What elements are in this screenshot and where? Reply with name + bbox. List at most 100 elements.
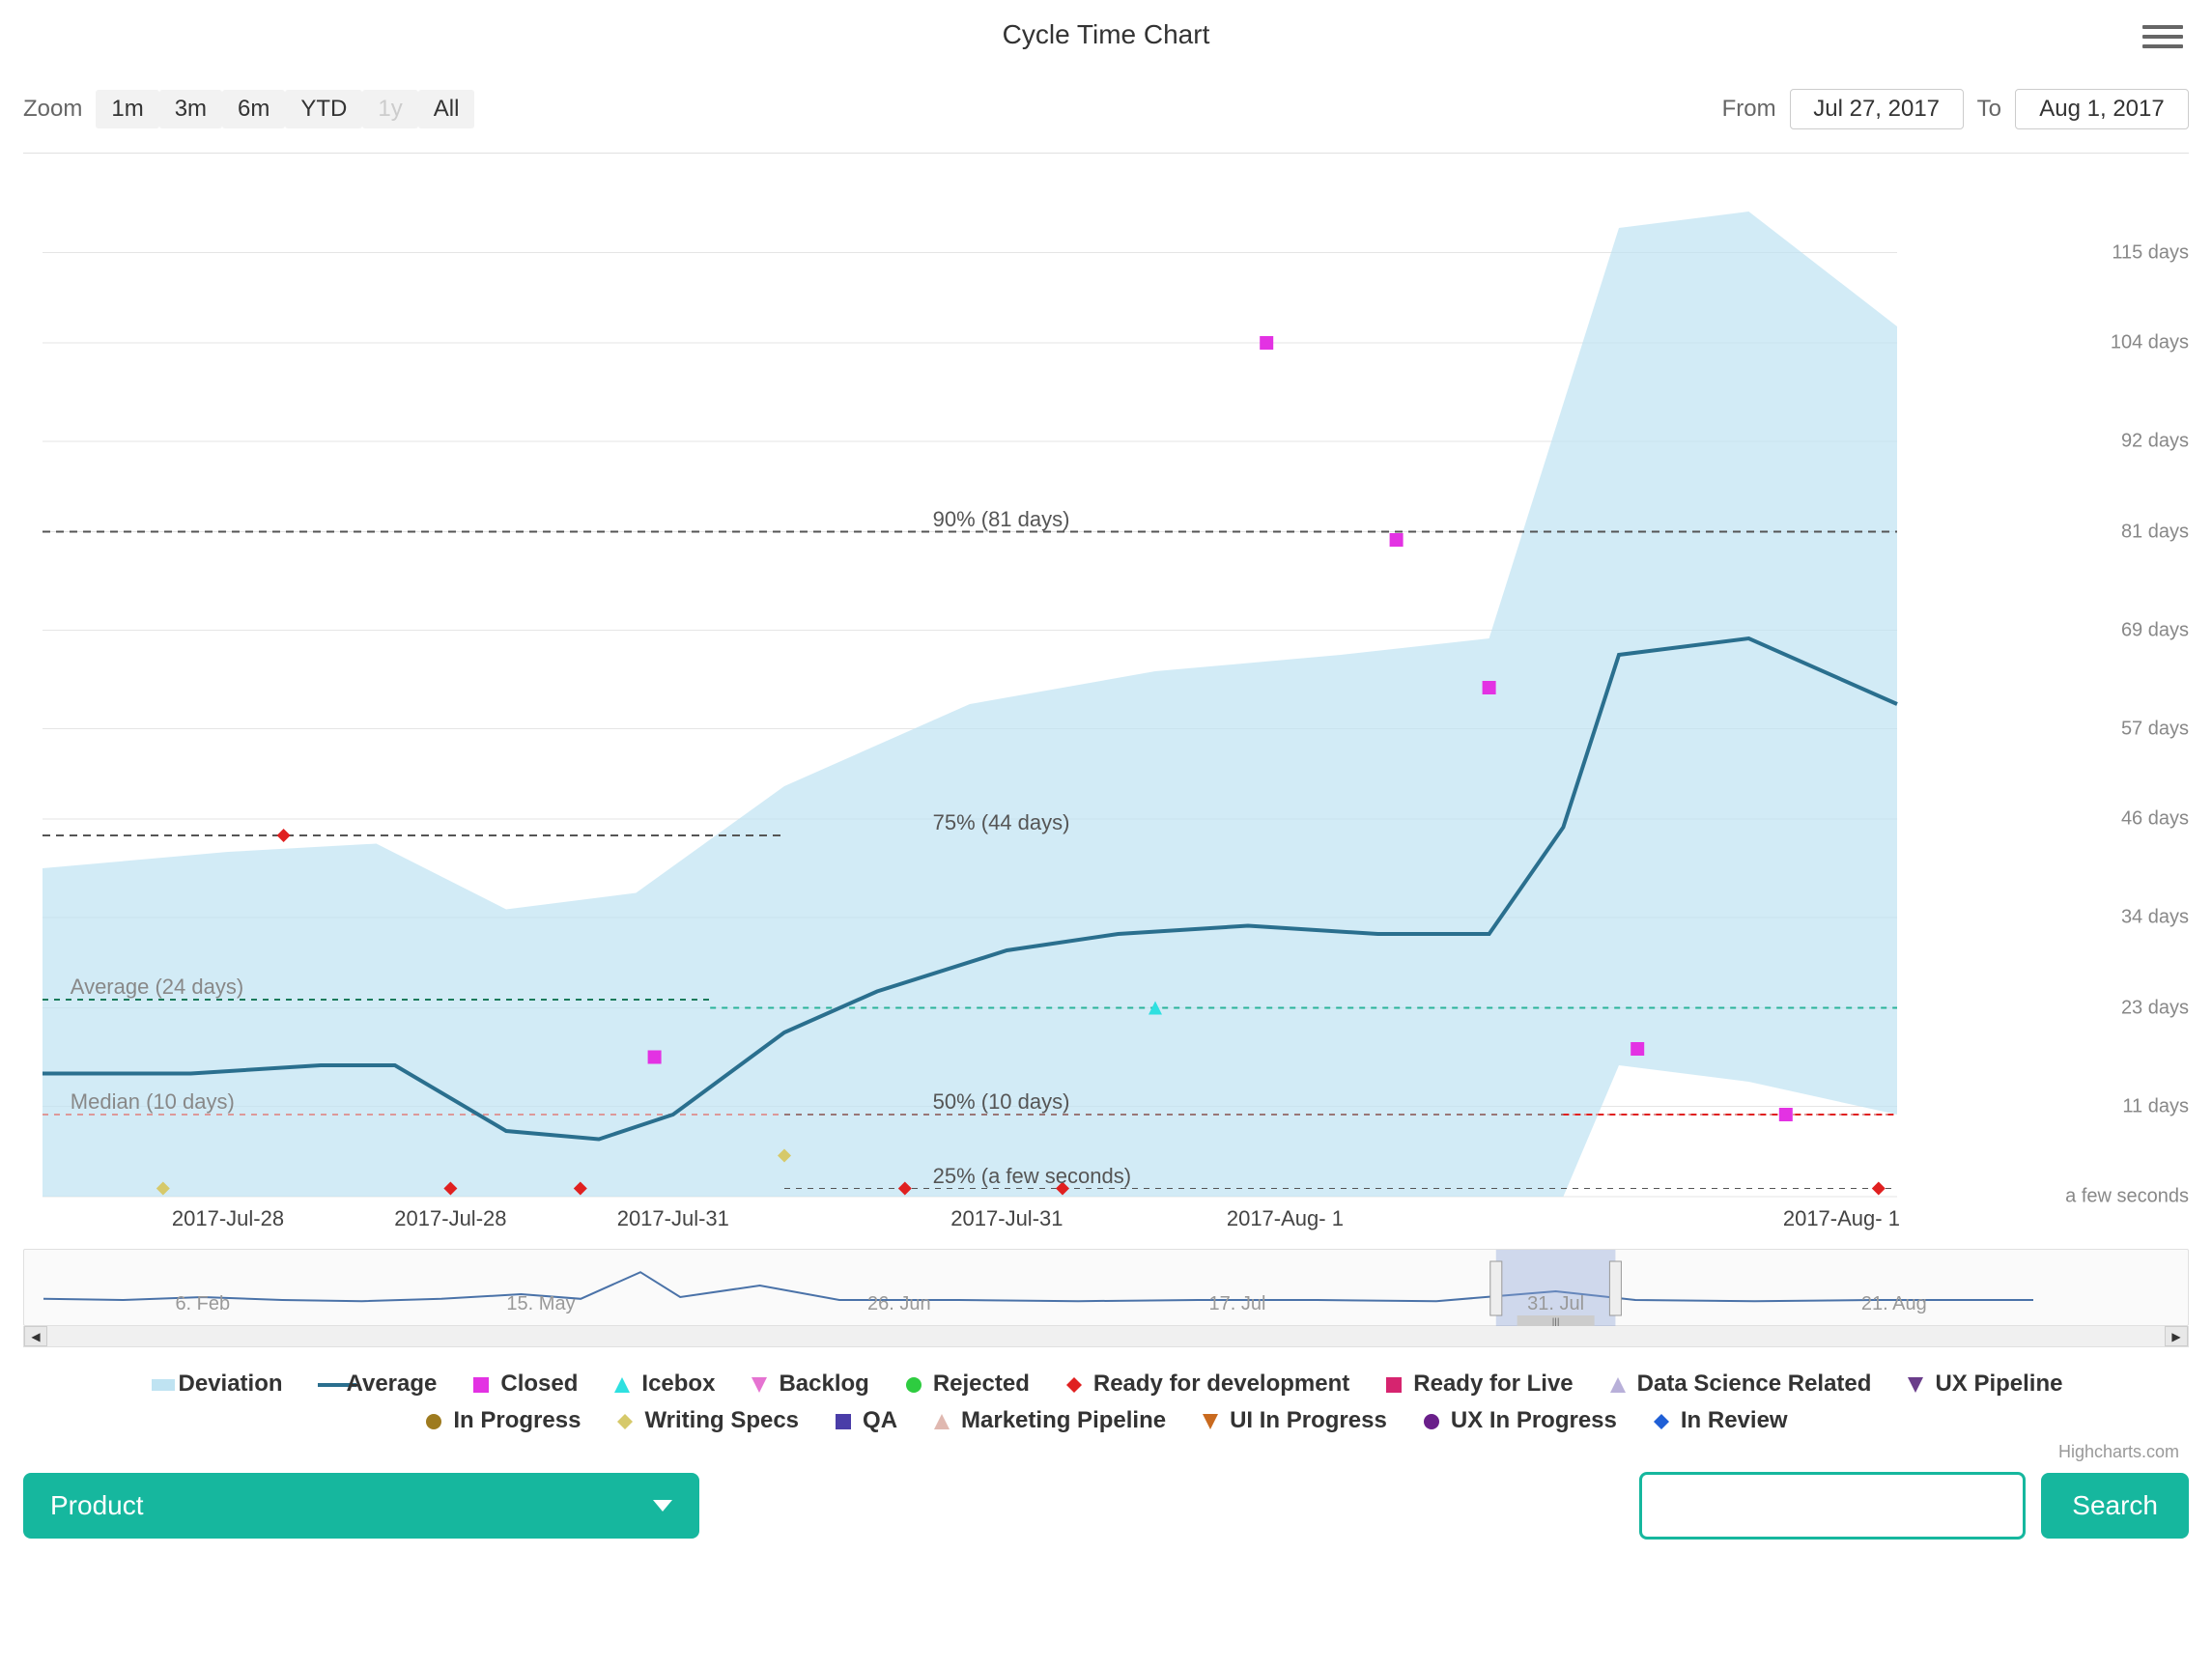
legend-marker [1384,1374,1404,1394]
legend-marker [750,1374,769,1394]
legend-item-backlog[interactable]: Backlog [750,1370,868,1398]
reference-line-label: 75% (44 days) [933,810,1070,835]
from-date-input[interactable]: Jul 27, 2017 [1790,89,1964,129]
chart-credit[interactable]: Highcharts.com [23,1442,2189,1462]
legend-label: UX In Progress [1451,1407,1617,1434]
legend-item-average[interactable]: Average [318,1370,438,1398]
main-chart[interactable]: a few seconds 11 days 23 days 34 days 46 day… [23,183,2189,1226]
legend-marker [612,1374,632,1394]
legend-label: Marketing Pipeline [961,1407,1166,1434]
legend-item-writing-specs[interactable]: Writing Specs [615,1407,799,1434]
legend-item-qa[interactable]: QA [834,1407,897,1434]
legend-item-in-review[interactable]: In Review [1652,1407,1788,1434]
reference-line-label: Median (10 days) [71,1089,235,1115]
legend: Deviation Average Closed Icebox Backlog Rejec… [23,1370,2189,1434]
yaxis-tick: 46 days [2121,808,2189,831]
zoom-YTD[interactable]: YTD [285,90,362,128]
legend-label: Backlog [779,1370,868,1398]
legend-marker [318,1374,337,1394]
xaxis-tick: 2017-Aug- 1 [1227,1206,1344,1231]
legend-label: Data Science Related [1637,1370,1872,1398]
chart-title: Cycle Time Chart [1003,19,1210,50]
legend-marker [1201,1411,1220,1430]
legend-label: Rejected [933,1370,1030,1398]
zoom-6m[interactable]: 6m [222,90,285,128]
legend-item-ux-in-progress[interactable]: UX In Progress [1422,1407,1617,1434]
legend-marker [1652,1411,1671,1430]
chevron-down-icon [653,1500,672,1512]
legend-item-in-progress[interactable]: In Progress [424,1407,581,1434]
zoom-3m[interactable]: 3m [159,90,222,128]
legend-label: In Progress [453,1407,581,1434]
svg-text:6. Feb: 6. Feb [175,1293,230,1314]
legend-marker [834,1411,853,1430]
search-button[interactable]: Search [2041,1473,2189,1539]
to-date-input[interactable]: Aug 1, 2017 [2015,89,2189,129]
xaxis-tick: 2017-Jul-31 [617,1206,729,1231]
yaxis-tick: 81 days [2121,521,2189,543]
xaxis-tick: 2017-Jul-28 [172,1206,284,1231]
search-input[interactable] [1639,1472,2026,1540]
yaxis-tick: 34 days [2121,907,2189,929]
legend-item-ux-pipeline[interactable]: UX Pipeline [1906,1370,2062,1398]
legend-marker [1422,1411,1441,1430]
legend-item-icebox[interactable]: Icebox [612,1370,715,1398]
yaxis-tick: 104 days [2111,332,2189,354]
legend-label: Ready for Live [1413,1370,1573,1398]
zoom-label: Zoom [23,96,82,123]
legend-item-ready-for-live[interactable]: Ready for Live [1384,1370,1573,1398]
dropdown-label: Product [50,1490,144,1521]
legend-item-marketing-pipeline[interactable]: Marketing Pipeline [932,1407,1166,1434]
nav-scroll-right[interactable]: ▶ [2165,1326,2188,1346]
yaxis-tick: 92 days [2121,431,2189,453]
xaxis-tick: 2017-Jul-31 [950,1206,1063,1231]
legend-label: Icebox [641,1370,715,1398]
legend-label: In Review [1681,1407,1788,1434]
reference-line-label: 25% (a few seconds) [933,1164,1131,1189]
legend-item-data-science-related[interactable]: Data Science Related [1608,1370,1872,1398]
reference-line-label: 50% (10 days) [933,1089,1070,1115]
legend-marker [1608,1374,1628,1394]
legend-item-closed[interactable]: Closed [471,1370,578,1398]
reference-line-label: Average (24 days) [71,975,243,1000]
legend-label: UX Pipeline [1935,1370,2062,1398]
legend-label: Deviation [179,1370,283,1398]
menu-icon[interactable] [2142,19,2183,54]
legend-item-deviation[interactable]: Deviation [150,1370,283,1398]
yaxis-tick: 115 days [2112,241,2189,264]
legend-marker [1906,1374,1925,1394]
legend-item-rejected[interactable]: Rejected [904,1370,1030,1398]
yaxis-tick: a few seconds [2065,1186,2189,1208]
reference-line-label: 90% (81 days) [933,507,1070,532]
legend-label: Ready for development [1093,1370,1349,1398]
yaxis-tick: 23 days [2121,997,2189,1019]
zoom-1m[interactable]: 1m [96,90,158,128]
svg-text:21. Aug: 21. Aug [1861,1293,1927,1314]
yaxis-tick: 11 days [2122,1095,2189,1117]
navigator[interactable]: 6. Feb15. May26. Jun17. Jul31. Jul21. Au… [23,1249,2189,1326]
product-dropdown[interactable]: Product [23,1473,699,1539]
legend-marker [471,1374,491,1394]
nav-scroll-left[interactable]: ◀ [24,1326,47,1346]
legend-label: QA [863,1407,897,1434]
from-label: From [1722,96,1776,123]
legend-item-ready-for-development[interactable]: Ready for development [1064,1370,1349,1398]
zoom-1y[interactable]: 1y [362,90,417,128]
to-label: To [1977,96,2001,123]
svg-text:17. Jul: 17. Jul [1209,1293,1266,1314]
date-range: From Jul 27, 2017 To Aug 1, 2017 [1722,89,2189,129]
legend-marker [615,1411,635,1430]
svg-text:31. Jul: 31. Jul [1527,1293,1584,1314]
legend-marker [932,1411,951,1430]
zoom-All[interactable]: All [418,90,475,128]
legend-marker [424,1411,443,1430]
xaxis-tick: 2017-Jul-28 [394,1206,506,1231]
legend-label: Average [347,1370,438,1398]
yaxis-tick: 69 days [2121,619,2189,641]
legend-label: Writing Specs [644,1407,799,1434]
legend-marker [150,1374,169,1394]
legend-item-ui-in-progress[interactable]: UI In Progress [1201,1407,1387,1434]
legend-label: UI In Progress [1230,1407,1387,1434]
legend-label: Closed [500,1370,578,1398]
svg-text:26. Jun: 26. Jun [867,1293,931,1314]
